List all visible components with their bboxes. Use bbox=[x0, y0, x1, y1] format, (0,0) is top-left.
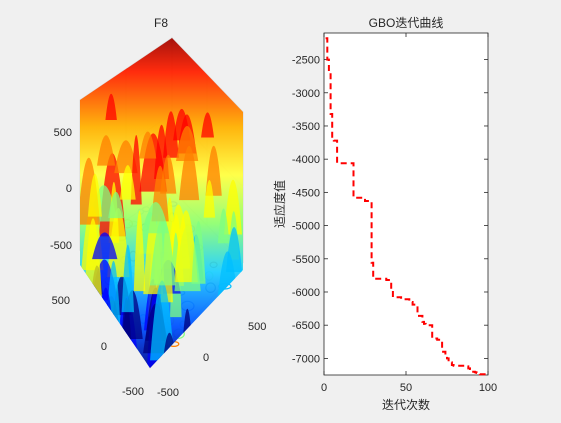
surface-peak bbox=[133, 210, 146, 292]
y-tick-label: 0 bbox=[101, 341, 107, 353]
y-tick-label: -7000 bbox=[292, 353, 320, 365]
surface-peak bbox=[203, 180, 216, 218]
y-tick-label: -4500 bbox=[292, 187, 320, 199]
surface-peak bbox=[114, 140, 138, 174]
series-line-gbo bbox=[325, 37, 488, 376]
y-axis-ticks: -2500 -3000 -3500 -4000 -4500 -5000 -5500 -6000… bbox=[292, 55, 488, 365]
chart-title: GBO迭代曲线 bbox=[369, 16, 444, 30]
surface-peak bbox=[214, 331, 231, 368]
surface-peak bbox=[108, 191, 124, 219]
surface-peak bbox=[142, 201, 169, 234]
y-tick-label: -6500 bbox=[292, 320, 320, 332]
y-tick-label: -2500 bbox=[292, 55, 320, 67]
plot-area bbox=[323, 32, 489, 376]
right-line-chart: GBO迭代曲线 -2500 -3000 -3500 -4000 -4500 -5000 -5… bbox=[272, 16, 497, 412]
y-axis: 500 0 -500 bbox=[52, 295, 144, 398]
y-tick-label: -4000 bbox=[292, 154, 320, 166]
left-3d-plot: F8 500 0 -500 500 0 -500 bbox=[50, 16, 266, 399]
y-tick-label: -6000 bbox=[292, 287, 320, 299]
y-tick-label: -5000 bbox=[292, 221, 320, 233]
x-tick-label: 500 bbox=[248, 321, 266, 333]
z-tick-label: 500 bbox=[54, 127, 72, 139]
left-plot-title: F8 bbox=[154, 16, 168, 30]
y-axis-label: 适应度值 bbox=[272, 180, 287, 228]
surface-peak bbox=[191, 221, 206, 284]
z-tick-label: -500 bbox=[50, 240, 72, 252]
y-tick-label: -3500 bbox=[292, 121, 320, 133]
x-tick-label: -500 bbox=[157, 387, 179, 399]
y-tick-label: -5500 bbox=[292, 254, 320, 266]
surface-peak bbox=[201, 112, 215, 138]
surface-peak bbox=[226, 226, 243, 273]
surface-peak bbox=[97, 135, 116, 166]
x-tick-label: 100 bbox=[479, 382, 497, 394]
surface-peak bbox=[217, 208, 230, 244]
surface-peak bbox=[149, 217, 176, 286]
x-axis: 500 0 -500 bbox=[157, 321, 266, 399]
y-tick-label: 500 bbox=[52, 295, 70, 307]
surface-peak bbox=[87, 173, 103, 217]
x-tick-label: 0 bbox=[203, 352, 209, 364]
surface-plot bbox=[80, 38, 243, 368]
surface-peak bbox=[163, 111, 179, 158]
surface-peak bbox=[160, 154, 177, 194]
surface-peak bbox=[139, 131, 157, 159]
z-tick-label: 0 bbox=[66, 183, 72, 195]
x-tick-label: 0 bbox=[321, 382, 327, 394]
y-tick-label: -500 bbox=[122, 386, 144, 398]
surface-peak bbox=[119, 165, 136, 200]
surface-peak bbox=[224, 179, 242, 235]
x-tick-label: 50 bbox=[400, 382, 412, 394]
surface-peak bbox=[176, 125, 199, 162]
surface-peak bbox=[92, 232, 118, 260]
surface-peak bbox=[174, 210, 198, 283]
z-axis: 500 0 -500 bbox=[50, 127, 72, 252]
x-axis-ticks: 0 50 100 bbox=[321, 33, 497, 394]
x-axis-label: 迭代次数 bbox=[382, 397, 430, 412]
surface-peak bbox=[105, 93, 117, 121]
surface-peak bbox=[121, 244, 135, 313]
y-tick-label: -3000 bbox=[292, 88, 320, 100]
surface-peak bbox=[216, 295, 241, 359]
